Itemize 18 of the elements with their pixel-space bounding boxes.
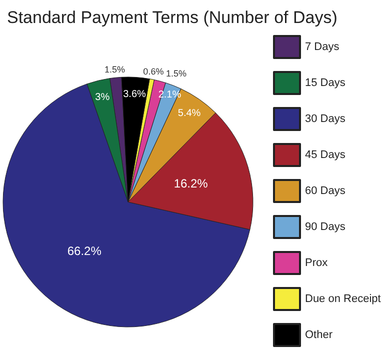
- data-label: 5.4%: [178, 108, 201, 120]
- chart-title: Standard Payment Terms (Number of Days): [7, 8, 338, 27]
- data-label: 16.2%: [174, 176, 208, 191]
- data-label: 3%: [95, 92, 110, 104]
- legend-label: 60 Days: [305, 185, 346, 197]
- legend-label: 90 Days: [305, 221, 346, 233]
- data-label: 1.5%: [104, 64, 126, 75]
- legend-label: 45 Days: [305, 149, 346, 161]
- legend-label: Due on Receipt: [305, 293, 381, 305]
- legend-label: 15 Days: [305, 77, 346, 89]
- legend-label: Prox: [305, 257, 328, 269]
- data-label: 1.5%: [166, 68, 186, 78]
- legend-label: 30 Days: [305, 113, 346, 125]
- data-label: 66.2%: [67, 244, 102, 258]
- legend-label: Other: [305, 329, 333, 341]
- data-label: 0.6%: [143, 66, 164, 76]
- legend-label: 7 Days: [305, 41, 340, 53]
- data-label: 3.6%: [123, 89, 146, 100]
